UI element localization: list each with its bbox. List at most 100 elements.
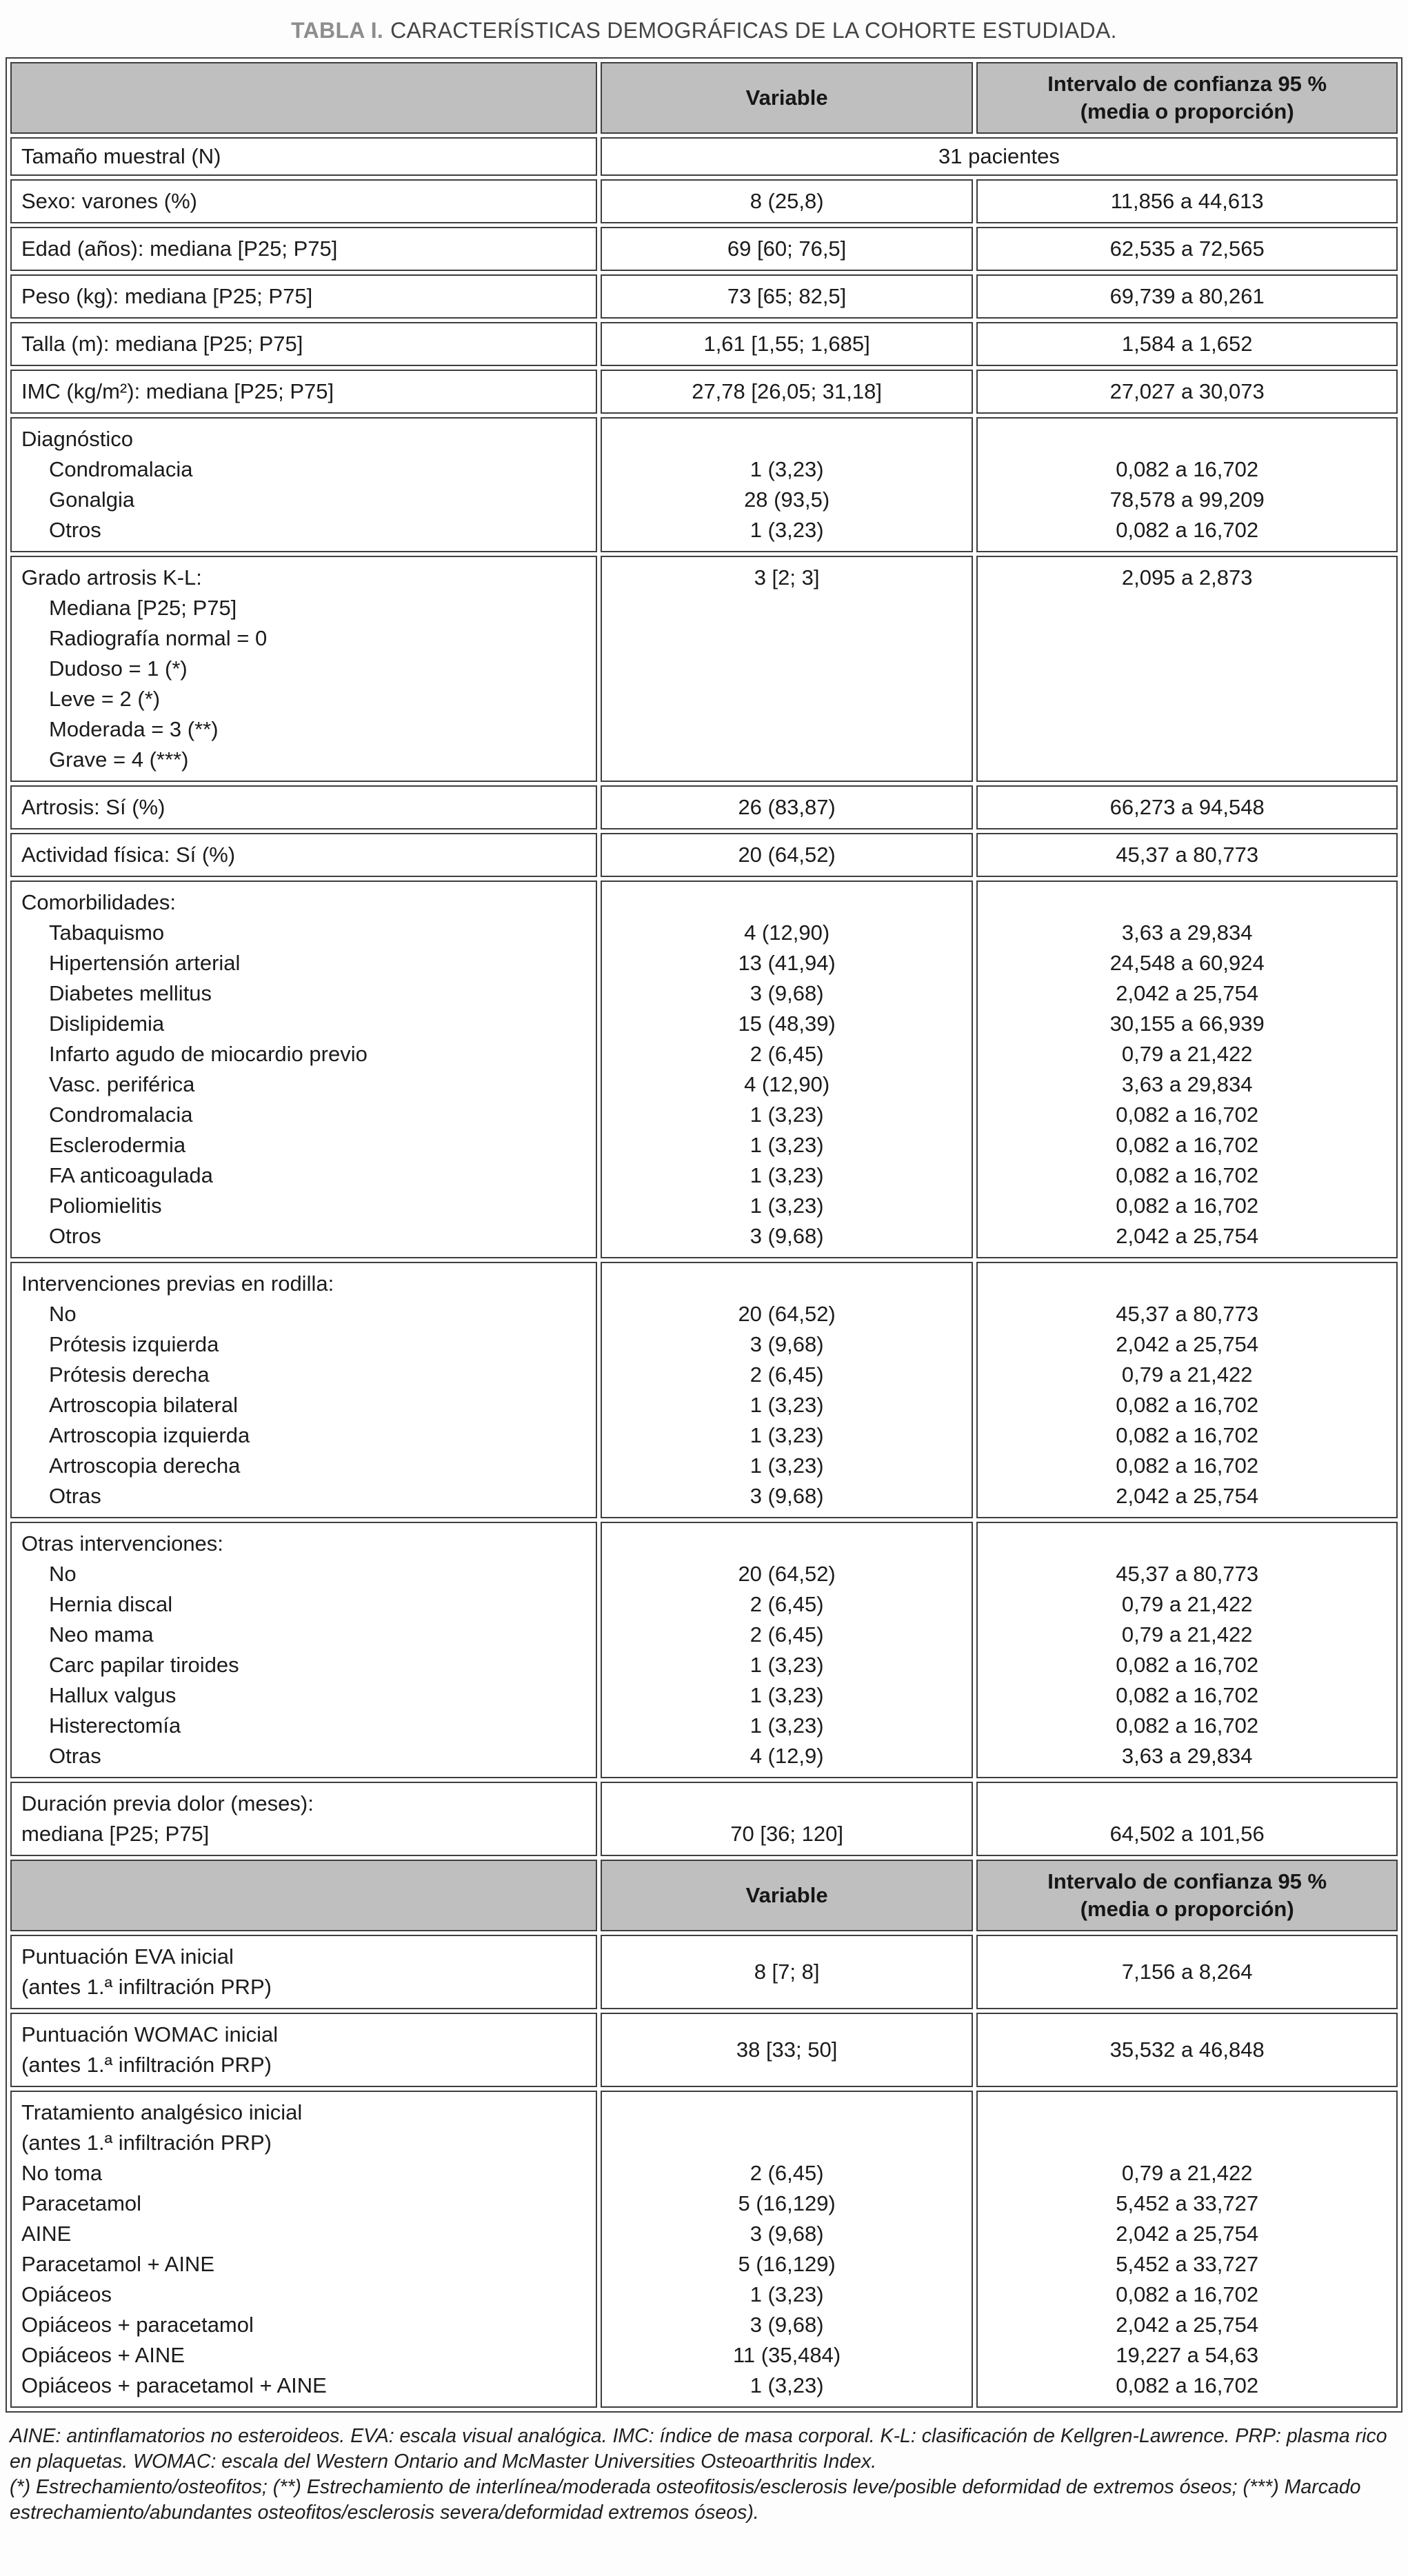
label-line: Condromalacia [49,1103,193,1127]
ci-line: 0,79 a 21,422 [1121,1592,1253,1616]
row-ci-cell: 69,739 a 80,261 [976,274,1398,319]
variable-line [612,1789,963,1819]
label-line: Otros [49,518,101,542]
variable-line: 1 (3,23) [750,1683,824,1707]
ci-line: 5,452 a 33,727 [1116,2191,1259,2215]
table-row: Diagnóstico Condromalacia Gonalgia Otros 1 (… [10,417,1398,552]
variable-line: 4 (12,90) [744,920,830,945]
header-cell-variable: Variable [600,1860,974,1931]
ci-line [987,654,1387,684]
label-line: Actividad física: Sí (%) [21,843,236,867]
variable-line: 1 (3,23) [750,1163,824,1187]
ci-line: 0,082 a 16,702 [1116,1713,1259,1738]
label-line: Dislipidemia [49,1012,165,1036]
header-cell-variable: Variable [600,62,974,134]
ci-line: 0,79 a 21,422 [1121,2161,1253,2185]
row-ci-cell: 1,584 a 1,652 [976,322,1398,366]
label-line: Diagnóstico [21,427,133,451]
row-label-cell: Peso (kg): mediana [P25; P75] [10,274,597,319]
row-label-cell: Diagnóstico Condromalacia Gonalgia Otros [10,417,597,552]
label-line: (antes 1.ª infiltración PRP) [21,1975,272,1999]
row-variable-cell: 2 (6,45) 5 (16,129) 3 (9,68) 5 (16,129) 1 (3… [600,2091,974,2408]
ci-line: 2,042 a 25,754 [1116,1332,1259,1356]
row-ci-cell: 0,082 a 16,702 78,578 a 99,209 0,082 a 16,… [976,417,1398,552]
row-variable-cell: 69 [60; 76,5] [600,227,974,271]
ci-line [987,1529,1387,1559]
variable-line: 20 (64,52) [738,1302,836,1326]
variable-line: 73 [65; 82,5] [727,284,847,308]
variable-line [612,745,963,775]
label-line: Radiografía normal = 0 [49,626,268,650]
ci-line: 30,155 a 66,939 [1109,1012,1265,1036]
ci-line [987,2097,1387,2128]
footnote-asterisks: (*) Estrechamiento/osteofitos; (**) Estr… [10,2476,1361,2524]
label-line: Grado artrosis K-L: [21,565,202,590]
label-line: Prótesis derecha [49,1362,210,1387]
ci-line: 0,082 a 16,702 [1116,1163,1259,1187]
label-line: Edad (años): mediana [P25; P75] [21,237,338,261]
variable-line: 26 (83,87) [738,795,836,819]
label-line: Histerectomía [49,1713,181,1738]
variable-line: 2 (6,45) [750,1622,824,1647]
ci-line: 69,739 a 80,261 [1109,284,1265,308]
variable-line: 70 [36; 120] [730,1822,843,1846]
ci-line: 0,082 a 16,702 [1116,1133,1259,1157]
row-label-cell: Duración previa dolor (meses): mediana [P… [10,1782,597,1856]
label-line: Tabaquismo [49,920,165,945]
variable-line: 2 (6,45) [750,1362,824,1387]
footnote-abbreviations: AINE: antinflamatorios no esteroideos. E… [10,2425,1387,2473]
ci-line [987,2128,1387,2158]
row-variable-cell: 8 [7; 8] [600,1935,974,2009]
variable-line: 3 (9,68) [750,1484,824,1508]
label-line: Condromalacia [49,457,193,481]
label-line: Dudoso = 1 (*) [49,656,188,681]
ci-line: 0,082 a 16,702 [1116,1194,1259,1218]
row-variable-cell: 20 (64,52) 3 (9,68) 2 (6,45) 1 (3,23) 1 (3,2… [600,1262,974,1518]
ci-line [987,745,1387,775]
variable-line: 5 (16,129) [738,2252,836,2276]
ci-line: 0,082 a 16,702 [1116,1653,1259,1677]
variable-line [612,424,963,454]
label-line: Gonalgia [49,487,135,512]
label-line: Otras intervenciones: [21,1531,223,1556]
ci-line: 27,027 a 30,073 [1109,379,1265,403]
row-span-value-cell: 31 pacientes [600,137,1398,176]
ci-line: 0,082 a 16,702 [1116,1393,1259,1417]
ci-line: 2,042 a 25,754 [1116,981,1259,1005]
row-label-cell: Puntuación WOMAC inicial (antes 1.ª infil… [10,2013,597,2087]
row-ci-cell: 11,856 a 44,613 [976,179,1398,223]
ci-line: 2,042 a 25,754 [1116,2313,1259,2337]
row-label-cell: Artrosis: Sí (%) [10,785,597,829]
row-variable-cell: 1 (3,23) 28 (93,5) 1 (3,23) [600,417,974,552]
label-line: Diabetes mellitus [49,981,212,1005]
label-line: (antes 1.ª infiltración PRP) [21,2131,272,2155]
ci-line: 19,227 a 54,63 [1116,2343,1259,2367]
variable-line: 4 (12,90) [744,1072,830,1096]
variable-line: 28 (93,5) [744,487,830,512]
label-line: No toma [21,2161,103,2185]
label-line: Grave = 4 (***) [49,747,189,772]
variable-line: 3 (9,68) [750,1332,824,1356]
ci-line [987,714,1387,745]
row-label-cell: Grado artrosis K-L: Mediana [P25; P75] Rad… [10,556,597,782]
label-line: Leve = 2 (*) [49,687,161,711]
ci-line [987,1789,1387,1819]
variable-line: 27,78 [26,05; 31,18] [692,379,882,403]
label-line: Puntuación WOMAC inicial [21,2022,279,2046]
ci-line [987,593,1387,623]
row-ci-cell: 45,37 a 80,773 0,79 a 21,422 0,79 a 21,422… [976,1522,1398,1778]
row-ci-cell: 66,273 a 94,548 [976,785,1398,829]
variable-line [612,1529,963,1559]
label-line: Opiáceos + paracetamol + AINE [21,2373,327,2397]
table-row: Edad (años): mediana [P25; P75] 69 [60; 7… [10,227,1398,271]
variable-line: 1 (3,23) [750,2373,824,2397]
table-row: IMC (kg/m²): mediana [P25; P75] 27,78 [26… [10,370,1398,414]
label-line: Esclerodermia [49,1133,186,1157]
table-row: Grado artrosis K-L: Mediana [P25; P75] Rad… [10,556,1398,782]
variable-line: 15 (48,39) [738,1012,836,1036]
variable-line [612,684,963,714]
header-ci-line1: Intervalo de confianza 95 % [1047,72,1327,96]
table-row: Artrosis: Sí (%) 26 (83,87) 66,273 a 94,54… [10,785,1398,829]
variable-line: 1 (3,23) [750,1713,824,1738]
